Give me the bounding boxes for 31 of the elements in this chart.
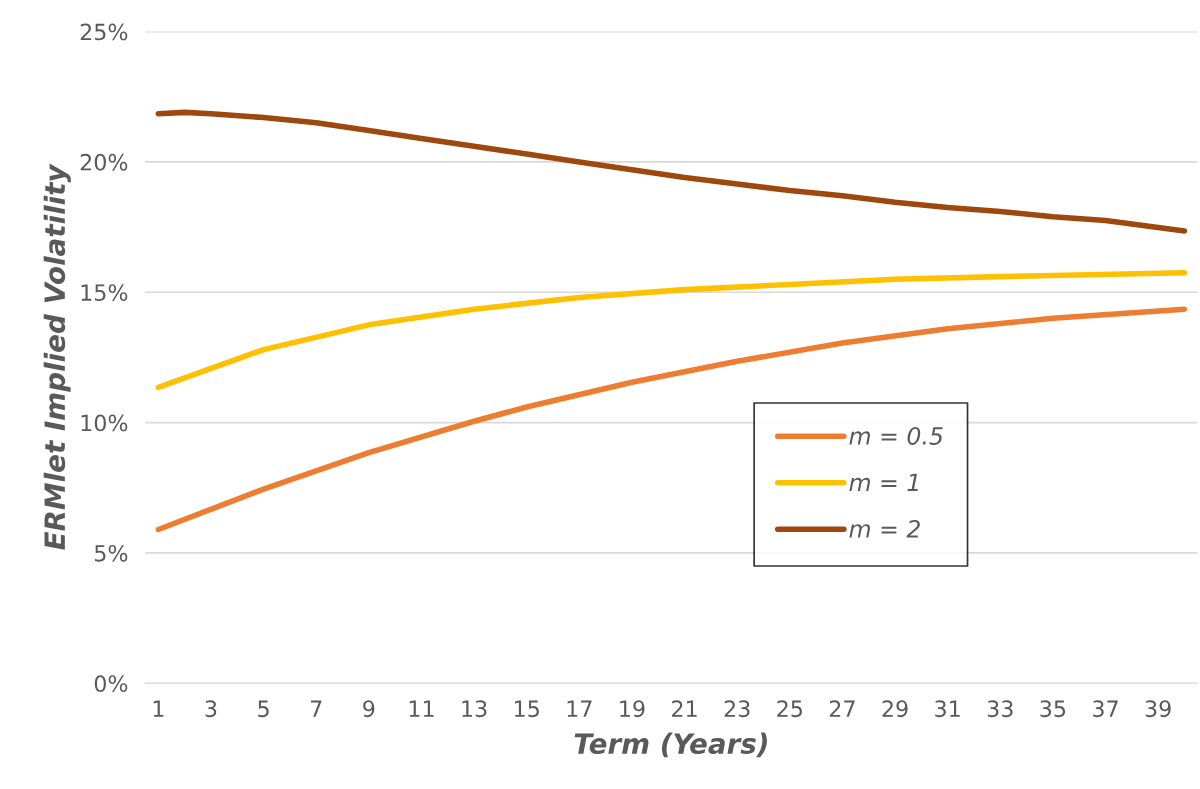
y-tick-label: 15% [81,284,128,301]
x-tick-label: 27 [829,700,855,717]
x-tick-label: 39 [1145,700,1171,718]
x-tick-label: 21 [672,700,697,717]
x-axis-title: Term (Years) [574,732,767,758]
x-tick-label: 17 [567,700,592,717]
x-tick-label: 9 [363,700,375,718]
x-tick-label: 25 [777,700,802,718]
x-tick-label: 23 [724,700,750,718]
legend-label: m = 2 [849,519,920,538]
y-tick-label: 25% [80,23,128,41]
y-tick-label: 10% [81,414,128,432]
x-tick-label: 15 [515,700,539,718]
x-tick-label: 35 [1040,700,1066,718]
y-axis-title: ERMlet Implied Volatility [43,163,71,550]
x-tick-label: 29 [882,700,908,718]
x-tick-label: 11 [409,700,434,717]
x-tick-label: 7 [310,700,322,717]
x-tick-label: 31 [935,700,960,718]
x-tick-label: 19 [620,700,645,718]
x-tick-label: 1 [153,700,164,717]
x-tick-label: 13 [462,700,487,718]
x-tick-label: 5 [258,700,269,718]
x-tick-label: 3 [205,700,217,718]
legend-label: m = 0.5 [849,427,943,445]
x-tick-label: 33 [987,700,1013,718]
y-tick-label: 5% [95,544,128,562]
legend-label: m = 1 [849,473,918,492]
x-tick-label: 37 [1093,700,1118,718]
y-tick-label: 0% [94,675,128,693]
y-tick-label: 20% [80,153,128,171]
